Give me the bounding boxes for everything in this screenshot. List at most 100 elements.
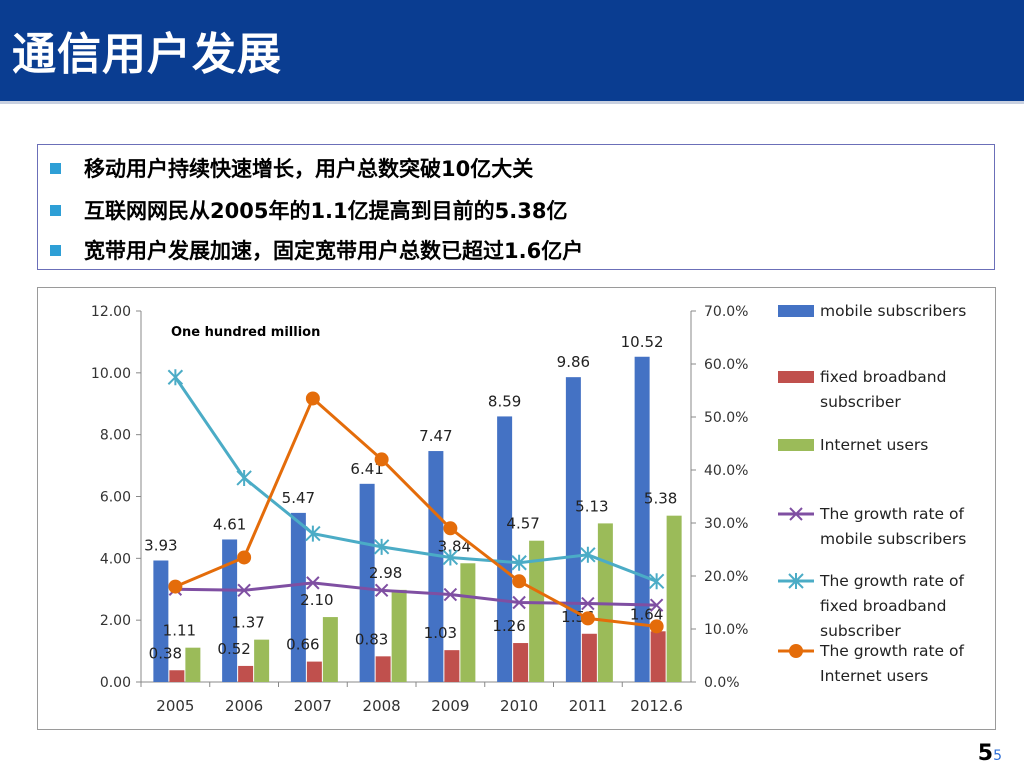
bullet-text: 互联网网民从2005年的1.1亿提高到目前的5.38亿 <box>84 199 568 223</box>
bar-data-label: 1.64 <box>630 605 663 623</box>
Internet-users-bar <box>185 647 201 682</box>
x-axis-tick-label: 2006 <box>225 697 263 715</box>
left-axis-tick-label: 10.00 <box>91 366 131 382</box>
right-axis-tick-label: 70.0% <box>704 304 748 320</box>
legend-label: fixed broadband <box>820 597 946 615</box>
bar-data-label: 9.86 <box>557 353 590 371</box>
fixed-broadband-subscriber-bar <box>650 631 666 682</box>
left-axis-tick-label: 4.00 <box>100 551 131 567</box>
bullet-square-icon <box>50 162 61 174</box>
legend-marker <box>789 644 803 658</box>
bar-data-label: 7.47 <box>419 427 452 445</box>
bar-data-label: 2.10 <box>300 591 333 609</box>
growth-fixed-marker <box>511 554 527 571</box>
combo-chart: 0.00 2.00 4.00 6.00 8.00 10.00 12.00 0.0% 10.0% 2… <box>91 302 966 715</box>
right-axis-tick-label: 40.0% <box>704 463 748 479</box>
page-number-main: 5 <box>977 741 994 766</box>
growth-fixed-marker <box>580 546 596 563</box>
legend-marker <box>788 573 804 589</box>
legend-label: mobile subscribers <box>820 302 966 320</box>
growth-mobile-marker <box>306 576 320 590</box>
title-divider <box>0 101 1024 104</box>
Internet-users-bar <box>322 617 338 682</box>
bar-data-label: 10.52 <box>621 333 664 351</box>
x-axis-tick-label: 2012.6 <box>630 697 683 715</box>
legend-label: Internet users <box>820 667 928 685</box>
growth-fixed-marker <box>305 525 321 542</box>
legend-label: Internet users <box>820 436 928 454</box>
legend-label: fixed broadband <box>820 368 946 386</box>
bullet-text: 移动用户持续快速增长，用户总数突破10亿大关 <box>84 157 534 181</box>
bar-data-label: 3.84 <box>438 537 471 555</box>
bullet-item: 移动用户持续快速增长，用户总数突破10亿大关 <box>50 150 533 186</box>
bar-data-label: 5.47 <box>282 489 315 507</box>
bar-data-label: 8.59 <box>488 392 521 410</box>
fixed-broadband-subscriber-bar <box>444 650 460 682</box>
legend-marker <box>789 507 803 521</box>
left-axis-tick-label: 8.00 <box>100 428 131 444</box>
bar-data-label: 5.38 <box>644 490 677 508</box>
growth-internet-marker <box>443 521 458 536</box>
legend-swatch <box>778 305 814 317</box>
right-axis-tick-label: 50.0% <box>704 410 748 426</box>
title-bar: 通信用户发展 <box>0 0 1024 101</box>
page-title: 通信用户发展 <box>12 29 282 80</box>
growth-internet-marker <box>580 611 595 626</box>
fixed-broadband-subscriber-bar <box>306 661 322 682</box>
mobile-subscribers-bar <box>359 483 375 682</box>
fixed-broadband-subscriber-bar <box>581 633 597 682</box>
legend-label: subscriber <box>820 622 901 640</box>
left-axis-tick-label: 2.00 <box>100 613 131 629</box>
bullet-list: 移动用户持续快速增长，用户总数突破10亿大关 互联网网民从2005年的1.1亿提… <box>37 144 995 270</box>
growth-internet-marker <box>305 391 320 406</box>
bar-data-label: 6.41 <box>350 460 383 478</box>
legend-label: The growth rate of <box>819 505 965 523</box>
bar-data-label: 0.52 <box>217 640 250 658</box>
fixed-broadband-subscriber-bar <box>238 665 254 682</box>
bullet-text: 宽带用户发展加速，固定宽带用户总数已超过1.6亿户 <box>84 239 584 263</box>
The-growth-rate-of-fixed-broadband-subscriber-line <box>174 376 658 583</box>
right-axis-tick-label: 30.0% <box>704 516 748 532</box>
mobile-subscribers-bar <box>153 560 169 682</box>
legend-swatch <box>778 439 814 451</box>
growth-internet-marker <box>649 619 664 634</box>
bar-data-label: 1.03 <box>424 624 457 642</box>
mobile-subscribers-bar <box>290 512 306 682</box>
mobile-subscribers-bar <box>222 539 238 682</box>
growth-mobile-marker <box>443 587 458 602</box>
bar-data-label: 2.98 <box>369 564 402 582</box>
left-axis-tick-label: 6.00 <box>100 490 131 506</box>
x-axis-tick-label: 2007 <box>294 697 332 715</box>
mobile-subscribers-bar <box>428 451 444 682</box>
Internet-users-bar <box>460 563 476 682</box>
x-axis-tick-label: 2010 <box>500 697 538 715</box>
mobile-subscribers-bar <box>634 356 650 682</box>
x-axis-tick-label: 2008 <box>363 697 401 715</box>
bullet-square-icon <box>50 244 61 256</box>
growth-fixed-marker <box>442 549 459 566</box>
growth-fixed-marker <box>648 573 665 590</box>
bullet-item: 宽带用户发展加速，固定宽带用户总数已超过1.6亿户 <box>50 232 583 268</box>
bar-data-label: 5.13 <box>575 497 608 515</box>
x-axis-tick-label: 2011 <box>569 697 607 715</box>
x-axis-tick-label: 2005 <box>156 697 194 715</box>
bar-data-label: 1.37 <box>231 614 264 632</box>
left-axis-tick-label: 0.00 <box>100 675 131 691</box>
growth-internet-marker <box>374 452 389 467</box>
fixed-broadband-subscriber-bar <box>169 670 185 682</box>
fixed-broadband-subscriber-bar <box>375 656 391 682</box>
right-axis-tick-label: 60.0% <box>704 357 748 373</box>
growth-internet-marker <box>237 550 252 565</box>
mobile-subscribers-bar <box>565 377 581 682</box>
growth-mobile-marker <box>374 583 389 598</box>
fixed-broadband-subscriber-bar <box>513 643 529 682</box>
right-axis-tick-label: 10.0% <box>704 622 748 638</box>
growth-fixed-marker <box>167 369 184 386</box>
left-axis-tick-label: 12.00 <box>91 304 131 320</box>
page-number: 55 <box>978 741 1002 766</box>
The-growth-rate-of-Internet-users-line <box>174 395 657 628</box>
growth-fixed-marker <box>373 538 390 555</box>
bullet-item: 互联网网民从2005年的1.1亿提高到目前的5.38亿 <box>50 192 567 228</box>
bar-data-label: 1.11 <box>163 622 196 640</box>
Internet-users-bar <box>391 589 407 682</box>
